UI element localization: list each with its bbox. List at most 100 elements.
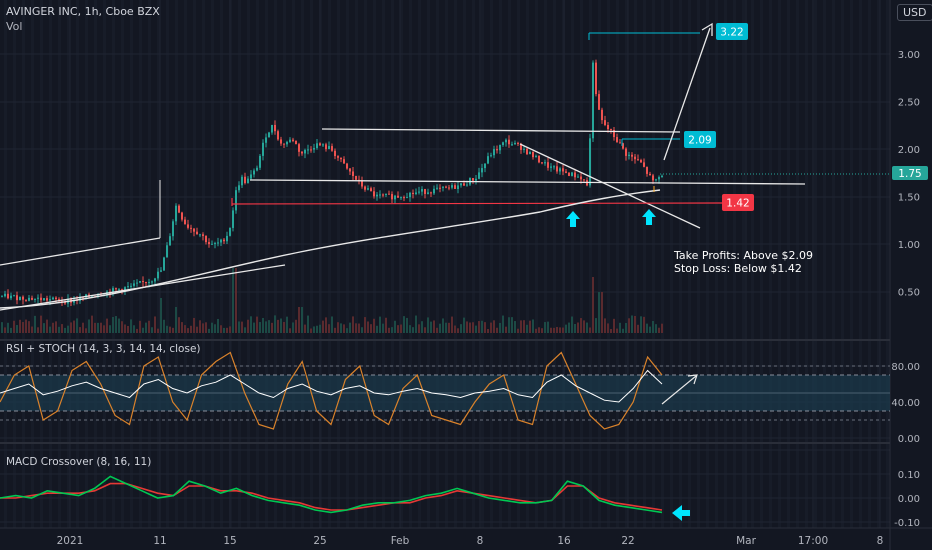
- candle-body: [115, 288, 117, 290]
- volume-bar: [34, 315, 36, 333]
- volume-bar: [316, 325, 318, 333]
- volume-bar: [277, 319, 279, 333]
- session-stripe: [130, 0, 133, 528]
- price-tick-label: 1.50: [898, 193, 920, 204]
- axis-labels: 3.002.502.001.501.000.5080.0040.000.000.…: [6, 50, 920, 547]
- candle-body: [424, 189, 426, 194]
- volume-bar: [28, 321, 30, 333]
- candle-body: [253, 170, 255, 175]
- candle-body: [637, 159, 639, 161]
- session-stripe: [877, 0, 880, 528]
- volume-bar: [43, 323, 45, 333]
- candle-body: [196, 231, 198, 235]
- session-stripe: [373, 0, 376, 528]
- candle-body: [250, 174, 252, 179]
- session-stripe: [238, 0, 241, 528]
- candle-body: [271, 124, 273, 133]
- volume-bar: [304, 324, 306, 333]
- volume-bar: [589, 327, 591, 333]
- volume-bar: [166, 325, 168, 333]
- volume-bar: [172, 327, 174, 333]
- candle-body: [154, 278, 156, 282]
- volume-bar: [31, 326, 33, 333]
- candle-body: [538, 155, 540, 163]
- candle-body: [655, 179, 657, 181]
- moving-average: [0, 189, 661, 309]
- volume-bar: [601, 292, 603, 333]
- candle-body: [439, 187, 441, 189]
- volume-bar: [400, 324, 402, 333]
- candle-body: [601, 109, 603, 121]
- volume-bar: [460, 324, 462, 333]
- candle-body: [556, 166, 558, 172]
- rsi-stoch-panel: [0, 351, 890, 430]
- price-tick-label: 0.50: [898, 288, 920, 299]
- session-stripe: [787, 0, 790, 528]
- candle-body: [421, 189, 423, 192]
- volume-bar: [193, 317, 195, 333]
- currency-badge[interactable]: USD: [897, 4, 932, 21]
- candle-body: [181, 212, 183, 220]
- time-tick-label: 25: [313, 535, 326, 547]
- candle-body: [412, 192, 414, 195]
- volume-label: Vol: [6, 20, 23, 33]
- time-tick-label: 2021: [57, 535, 84, 547]
- candle-body: [292, 139, 294, 141]
- candle-body: [541, 162, 543, 164]
- session-stripe: [94, 0, 97, 528]
- volume-bar: [124, 324, 126, 333]
- candle-body: [337, 156, 339, 158]
- volume-bar: [481, 320, 483, 333]
- session-stripe: [634, 0, 637, 528]
- candle-body: [610, 129, 612, 131]
- volume-bar: [499, 322, 501, 333]
- volume-bar: [88, 319, 90, 333]
- session-stripe: [85, 0, 88, 528]
- volume-bar: [16, 325, 18, 333]
- volume-bar: [604, 318, 606, 333]
- candle-body: [178, 205, 180, 213]
- volume-bar: [202, 323, 204, 333]
- macd-line: [0, 475, 663, 514]
- volume-bar: [655, 324, 657, 333]
- candle-body: [199, 234, 201, 236]
- rsi-projection-arrowhead: [687, 374, 698, 385]
- session-stripe: [625, 0, 628, 528]
- volume-bar: [268, 320, 270, 333]
- candle-body: [478, 172, 480, 179]
- candle-body: [136, 282, 138, 284]
- volume-bar: [595, 318, 597, 333]
- time-tick-label: 8: [877, 535, 884, 547]
- time-tick-label: Feb: [391, 535, 410, 547]
- candle-body: [409, 192, 411, 198]
- volume-bar: [214, 324, 216, 333]
- session-stripe: [526, 0, 529, 528]
- volume-bar: [520, 320, 522, 333]
- volume-bar: [301, 307, 303, 333]
- volume-bar: [175, 307, 177, 333]
- volume-bar: [10, 327, 12, 333]
- volume-bar: [493, 320, 495, 333]
- volume-bar: [67, 325, 69, 333]
- candle-body: [532, 151, 534, 158]
- volume-bar: [334, 327, 336, 333]
- trendline: [0, 237, 161, 266]
- volume-bar: [523, 320, 525, 333]
- candle-body: [226, 235, 228, 242]
- session-stripe: [301, 0, 304, 528]
- candle-body: [316, 143, 318, 149]
- candle-body: [517, 142, 519, 144]
- volume-bar: [652, 320, 654, 333]
- macd-tick-label: 0.10: [898, 470, 920, 481]
- volume-bar: [253, 322, 255, 333]
- descending-trendline: [519, 143, 701, 229]
- macd-panel-title: MACD Crossover (8, 16, 11): [6, 456, 151, 468]
- resistance-line: [321, 128, 681, 133]
- session-stripe: [103, 0, 106, 528]
- session-stripe: [67, 0, 70, 528]
- candle-body: [442, 186, 444, 188]
- candle-body: [481, 168, 483, 173]
- candle-body: [223, 239, 225, 242]
- candle-body: [505, 139, 507, 143]
